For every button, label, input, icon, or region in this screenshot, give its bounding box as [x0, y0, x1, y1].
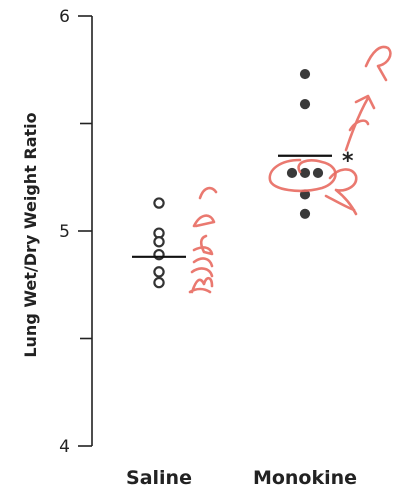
monokine-data-point — [299, 68, 311, 80]
handwritten-mean-mark — [188, 186, 218, 294]
handwritten-r-mark — [324, 168, 358, 216]
handwritten-circle-mark — [268, 158, 337, 193]
monokine-data-point — [312, 167, 324, 179]
monokine-data-point — [286, 167, 298, 179]
category-labels: Saline Monokine — [126, 467, 357, 489]
saline-data-point — [153, 236, 165, 248]
handwritten-arrow-mark — [344, 45, 392, 152]
category-label: Saline — [126, 467, 192, 489]
y-axis-label: Lung Wet/Dry Weight Ratio — [21, 112, 40, 357]
saline-data-point — [153, 197, 165, 209]
saline-data-point — [153, 276, 165, 289]
data-marks: * — [132, 68, 354, 289]
y-axis: 4 5 6 — [59, 7, 93, 457]
monokine-data-point — [299, 99, 311, 110]
monokine-data-point — [299, 208, 311, 219]
significance-star: * — [342, 149, 354, 174]
saline-data-point — [153, 266, 165, 278]
y-tick-label: 4 — [59, 437, 70, 457]
handwritten-annotations — [188, 45, 392, 294]
y-tick-label: 6 — [59, 7, 70, 27]
y-tick-label: 5 — [59, 222, 70, 242]
category-label: Monokine — [253, 467, 357, 489]
monokine-data-point — [299, 167, 311, 179]
